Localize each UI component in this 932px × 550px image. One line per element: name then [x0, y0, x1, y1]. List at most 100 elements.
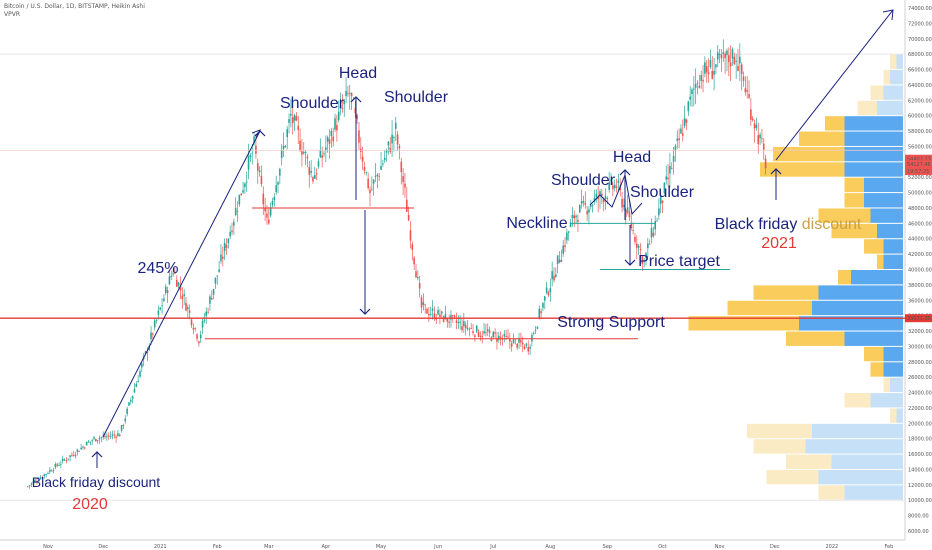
candle-body — [457, 322, 460, 324]
volume-bar-down — [753, 439, 806, 454]
candle-body — [378, 175, 380, 177]
candle-body — [104, 435, 106, 438]
candle-body — [512, 339, 515, 344]
volume-bar-up — [831, 454, 903, 469]
candle-body — [371, 188, 373, 190]
volume-bar-down — [766, 469, 819, 485]
candle-body — [247, 156, 250, 170]
candle-body — [240, 193, 242, 196]
volume-bar-down — [831, 223, 877, 239]
shoulder-1-right-label: Shoulder — [384, 89, 449, 106]
candle-body — [636, 243, 638, 248]
candle-body — [251, 152, 254, 154]
price-axis[interactable]: 74000.00 72000.00 70000.00 68000.00 66000.00… — [905, 6, 932, 535]
candle-body — [761, 138, 763, 140]
candle-body — [39, 477, 42, 479]
candle-body — [759, 134, 761, 139]
candle-body — [450, 314, 452, 320]
candle-body — [420, 297, 423, 308]
candle-body — [608, 182, 610, 190]
candle-body — [177, 282, 180, 286]
volume-bar-up — [851, 270, 903, 285]
candle-body — [32, 481, 35, 483]
candle-body — [253, 136, 255, 144]
drop-arrow-head-1 — [359, 308, 371, 315]
candle-body — [556, 255, 559, 265]
candle-body — [415, 271, 417, 278]
candle-body — [106, 436, 108, 438]
candle-body — [472, 331, 474, 334]
candle-body — [332, 136, 334, 142]
candle-body — [757, 135, 760, 145]
price-tick: 68000.00 — [908, 52, 932, 58]
shoulder-2-right-label: Shoulder — [630, 184, 695, 201]
time-tick: 2022 — [825, 544, 838, 550]
candle-body — [643, 260, 645, 261]
candle-body — [152, 333, 154, 335]
candle-body — [76, 449, 79, 452]
candle-body — [190, 319, 193, 326]
candle-body — [387, 141, 390, 146]
candle-body — [485, 332, 487, 334]
candle-body — [109, 436, 112, 437]
indicator-name[interactable]: VPVR — [4, 11, 20, 18]
candle-body — [439, 314, 441, 317]
volume-bar-down — [786, 331, 845, 346]
candle-body — [567, 231, 570, 233]
candle-body — [597, 196, 599, 200]
candle-body — [130, 400, 132, 402]
candle-body — [144, 351, 147, 354]
candle-body — [203, 319, 206, 321]
candle-body — [468, 328, 471, 330]
time-tick: Jun — [433, 544, 442, 550]
candle-body — [111, 434, 114, 436]
candle-body — [624, 209, 627, 217]
candle-body — [117, 433, 119, 436]
candle-body — [733, 56, 736, 64]
candle-body — [715, 64, 717, 68]
projection-arrow-head — [882, 9, 894, 21]
candle-body — [542, 303, 544, 308]
candle-body — [183, 294, 185, 297]
candle-body — [440, 311, 443, 314]
candle-body — [34, 480, 36, 482]
time-tick: May — [376, 544, 386, 550]
price-tick: 30000.00 — [908, 344, 932, 350]
bf-2020-arrow-head — [91, 451, 103, 458]
grid — [0, 0, 906, 541]
volume-bar-down — [864, 239, 884, 254]
candle-body — [402, 176, 404, 183]
strong-support-label: Strong Support — [557, 314, 665, 331]
candle-body — [483, 331, 485, 334]
candle-body — [41, 477, 44, 478]
candle-body — [532, 332, 535, 334]
candle-body — [214, 277, 217, 284]
volume-bar-up — [805, 439, 903, 454]
candle-body — [96, 440, 99, 442]
candle-body — [201, 320, 204, 328]
candle-body — [304, 151, 307, 154]
candle-body — [244, 183, 246, 187]
candle-body — [463, 321, 465, 327]
candle-body — [168, 276, 171, 285]
candle-body — [124, 418, 127, 422]
candle-body — [174, 272, 176, 274]
candle-body — [453, 315, 456, 318]
candle-body — [553, 275, 555, 281]
volume-bar-up — [890, 377, 903, 393]
symbol-title[interactable]: Bitcoin / U.S. Dollar, 1D, BITSTAMP, Hei… — [4, 3, 145, 10]
time-axis[interactable]: Nov Dec 2021 Feb Mar Apr May Jun Jul Aug Sep Oct Nov… — [43, 544, 893, 550]
candle-body — [417, 276, 419, 279]
price-tick: 8000.00 — [908, 514, 929, 520]
candle-body — [58, 465, 60, 467]
candle-body — [446, 318, 449, 322]
volume-bar-down — [870, 362, 884, 377]
volume-bar-down — [883, 377, 890, 393]
candle-body — [268, 219, 270, 224]
candle-body — [256, 163, 259, 171]
candle-body — [74, 454, 77, 456]
head-2-label: Head — [613, 149, 651, 166]
candle-body — [590, 205, 592, 207]
candle-body — [337, 111, 340, 121]
